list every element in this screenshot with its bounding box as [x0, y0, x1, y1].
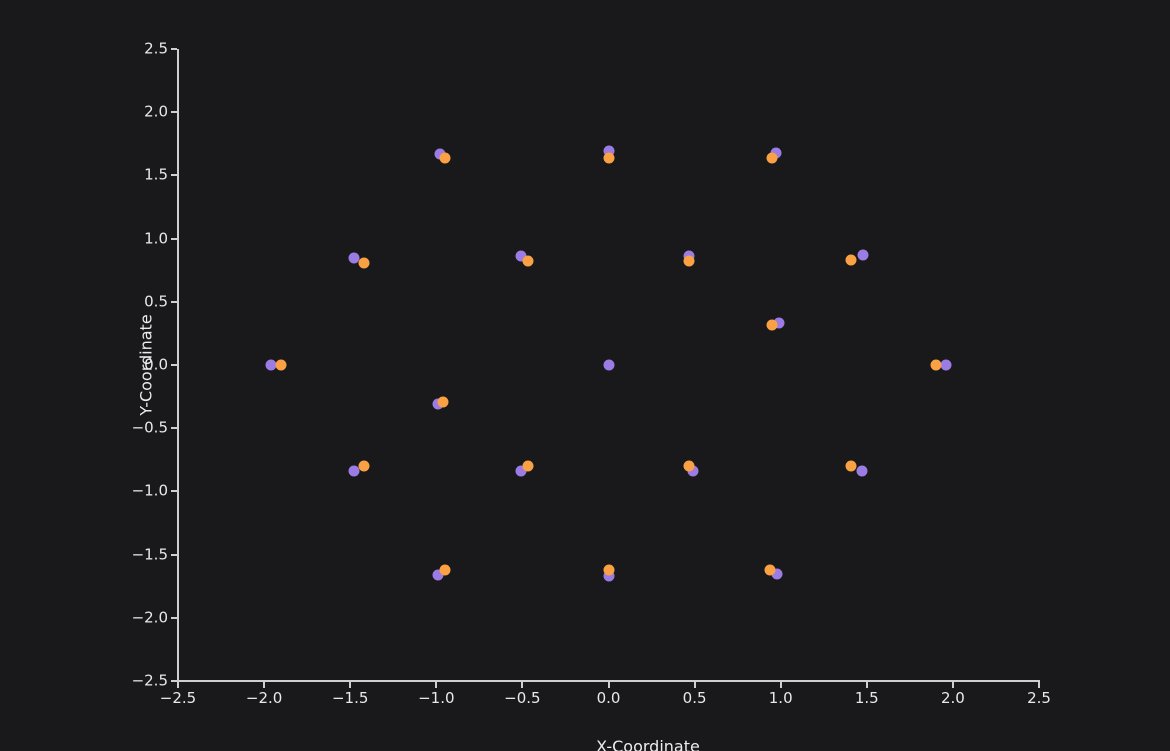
scatter-point-purple: [348, 465, 360, 477]
scatter-point-purple: [432, 569, 444, 581]
x-tick-mark: [263, 682, 266, 688]
x-axis-label: X-Coordinate: [596, 737, 700, 751]
scatter-point-purple: [857, 249, 869, 261]
x-tick-mark: [521, 682, 524, 688]
scatter-point-purple: [515, 250, 527, 262]
scatter-point-orange: [766, 319, 778, 331]
x-tick-label: 1.0: [768, 689, 793, 707]
scatter-point-purple: [771, 568, 783, 580]
x-tick-label: 0.0: [596, 689, 621, 707]
y-tick-mark: [171, 300, 177, 303]
x-tick-mark: [779, 682, 782, 688]
y-tick-label: −0.5: [131, 418, 168, 437]
scatter-point-orange: [439, 152, 451, 164]
x-tick-mark: [1038, 682, 1040, 688]
y-tick-label: 1.0: [144, 229, 168, 248]
scatter-point-orange: [603, 152, 614, 164]
scatter-point-purple: [348, 252, 360, 264]
x-tick-label: −1.5: [331, 689, 369, 707]
y-tick-mark: [171, 490, 177, 493]
x-tick-label: 2.0: [940, 689, 965, 707]
y-tick-label: 2.0: [144, 102, 168, 121]
scatter-point-purple: [603, 359, 614, 371]
y-axis-spine: [177, 49, 179, 682]
scatter-point-purple: [687, 465, 699, 477]
scatter-point-orange: [766, 152, 778, 164]
y-tick-mark: [171, 364, 177, 366]
x-tick-mark: [177, 682, 179, 688]
x-tick-mark: [435, 682, 438, 688]
y-tick-label: 2.5: [144, 39, 168, 58]
scatter-point-orange: [437, 396, 449, 408]
y-tick-label: 1.5: [144, 165, 168, 184]
scatter-point-orange: [358, 460, 370, 472]
y-tick-mark: [171, 427, 177, 430]
y-tick-label: −2.0: [131, 608, 168, 627]
scatter-point-orange: [522, 255, 534, 267]
scatter-point-purple: [515, 465, 527, 477]
y-tick-mark: [171, 111, 177, 114]
scatter-point-orange: [358, 257, 370, 269]
x-tick-label: −2.0: [245, 689, 283, 707]
x-tick-label: 2.5: [1027, 689, 1051, 707]
scatter-point-orange: [764, 564, 776, 576]
x-tick-label: 1.5: [854, 689, 879, 707]
scatter-point-orange: [930, 359, 942, 371]
scatter-point-purple: [940, 359, 952, 371]
x-axis-spine: [177, 680, 1040, 682]
y-tick-mark: [171, 48, 177, 50]
scatter-point-purple: [265, 359, 277, 371]
scatter-point-purple: [603, 145, 614, 157]
scatter-point-orange: [439, 564, 451, 576]
scatter-point-purple: [773, 317, 785, 329]
y-tick-mark: [171, 174, 177, 177]
y-tick-label: 0.5: [144, 292, 168, 311]
x-tick-mark: [607, 682, 610, 688]
scatter-point-orange: [275, 359, 287, 371]
scatter-point-orange: [683, 255, 695, 267]
scatter-point-orange: [683, 460, 695, 472]
x-tick-mark: [865, 682, 868, 688]
scatter-point-orange: [845, 254, 857, 266]
y-tick-label: −2.5: [131, 671, 168, 690]
x-tick-label: −1.0: [418, 689, 455, 707]
x-tick-label: 0.5: [682, 689, 707, 707]
y-tick-mark: [171, 237, 177, 240]
y-tick-mark: [171, 616, 177, 619]
scatter-point-orange: [603, 564, 614, 576]
y-tick-label: −1.0: [131, 481, 168, 500]
x-tick-mark: [951, 682, 954, 688]
x-tick-mark: [349, 682, 352, 688]
y-tick-mark: [171, 680, 177, 682]
y-axis-label: Y-Coordinate: [136, 314, 156, 416]
x-tick-label: −2.5: [159, 689, 197, 707]
scatter-point-purple: [856, 465, 868, 477]
y-tick-label: −1.5: [131, 545, 168, 564]
scatter-point-orange: [845, 460, 857, 472]
y-tick-mark: [171, 553, 177, 556]
y-tick-label: 0.0: [144, 355, 168, 374]
x-tick-mark: [693, 682, 696, 688]
x-tick-label: −0.5: [504, 689, 541, 707]
scatter-point-orange: [522, 460, 534, 472]
scatter-point-purple: [603, 570, 614, 582]
